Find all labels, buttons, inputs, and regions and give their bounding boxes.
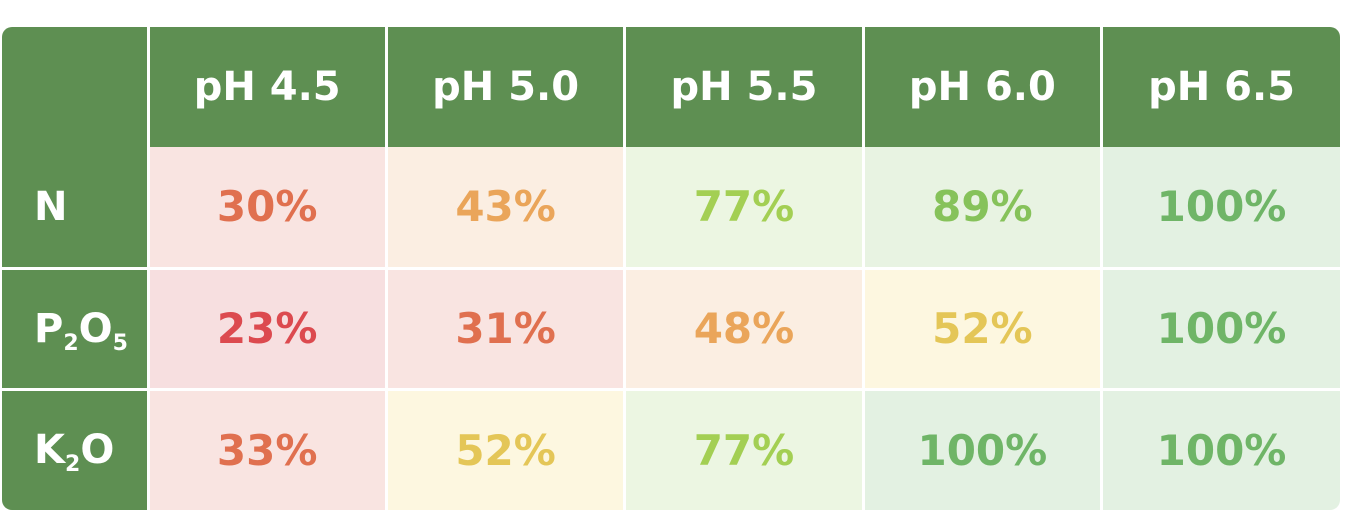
row-header-subscript: 5 [112, 330, 128, 356]
table-row-n: N 30% 43% 77% 89% 100% [2, 147, 1340, 270]
value-cell-k2o-col-1: 52% [384, 387, 627, 510]
row-header-element: P [34, 305, 64, 352]
column-header-ph-5-5: pH 5.5 [623, 27, 865, 147]
value-cell-n-col-3: 89% [861, 147, 1104, 270]
value-cell-p2o5-col-4: 100% [1100, 266, 1340, 391]
value-cell-p2o5-col-1: 31% [384, 266, 627, 391]
table-row-p2o5: P2O5 23% 31% 48% 52% 100% [2, 266, 1340, 391]
row-header-element: O [80, 427, 115, 474]
value-cell-k2o-col-4: 100% [1100, 387, 1340, 510]
row-header-element: O [78, 305, 113, 352]
table-header-row: pH 4.5 pH 5.0 pH 5.5 pH 6.0 pH 6.5 [2, 27, 1340, 147]
column-header-ph-6-5: pH 6.5 [1100, 27, 1340, 147]
row-header-element: N [34, 183, 68, 230]
row-header-subscript: 2 [63, 330, 79, 356]
value-cell-n-col-2: 77% [623, 147, 865, 270]
row-header-k2o: K2O [2, 387, 150, 510]
column-header-ph-4-5: pH 4.5 [146, 27, 388, 147]
value-cell-k2o-col-0: 33% [146, 387, 388, 510]
value-cell-k2o-col-2: 77% [623, 387, 865, 510]
table-row-k2o: K2O 33% 52% 77% 100% 100% [2, 387, 1340, 510]
value-cell-k2o-col-3: 100% [861, 387, 1104, 510]
column-header-ph-5-0: pH 5.0 [384, 27, 627, 147]
value-cell-p2o5-col-2: 48% [623, 266, 865, 391]
nutrient-availability-table: pH 4.5 pH 5.0 pH 5.5 pH 6.0 pH 6.5 N 30% 4… [2, 27, 1340, 510]
value-cell-n-col-1: 43% [384, 147, 627, 270]
corner-cell [2, 27, 150, 147]
value-cell-p2o5-col-0: 23% [146, 266, 388, 391]
value-cell-p2o5-col-3: 52% [861, 266, 1104, 391]
value-cell-n-col-4: 100% [1100, 147, 1340, 270]
value-cell-n-col-0: 30% [146, 147, 388, 270]
row-header-n: N [2, 147, 150, 270]
row-header-element: K [34, 427, 65, 474]
row-header-p2o5: P2O5 [2, 266, 150, 391]
nutrient-availability-table-container: pH 4.5 pH 5.0 pH 5.5 pH 6.0 pH 6.5 N 30% 4… [2, 27, 1340, 510]
column-header-ph-6-0: pH 6.0 [861, 27, 1104, 147]
row-header-subscript: 2 [65, 452, 81, 478]
